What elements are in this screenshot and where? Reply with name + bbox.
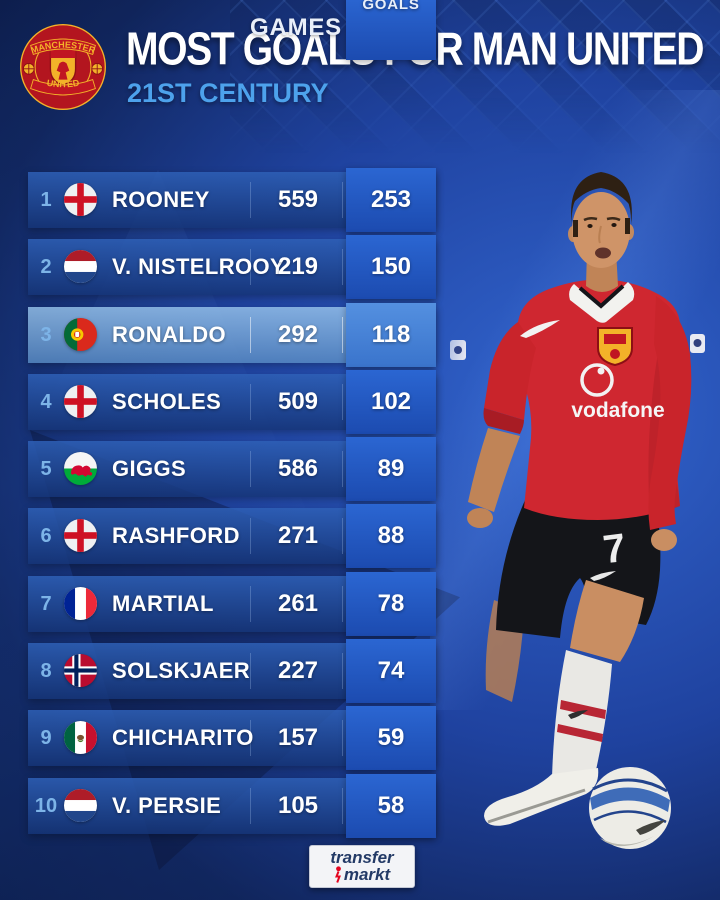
goals-box: 253 [346,168,436,232]
player-name: SOLSKJAER [112,658,251,684]
games-value: 292 [277,320,319,348]
goals-box: 88 [346,504,436,569]
table-row: 8 SOLSKJAER 227 74 [28,639,436,704]
goals-value: 253 [370,186,412,213]
player-name: RASHFORD [112,523,240,549]
england-flag-icon [64,519,97,553]
rank-label: 7 [40,592,52,615]
england-flag-icon [64,183,97,216]
shirt-crest-icon [597,327,633,367]
england-flag-icon [64,384,97,418]
wales-flag-icon [64,452,97,486]
table-row: 9 CHICHARITO 157 59 [28,706,436,771]
player-name: V. NISTELROOY [112,254,286,280]
transfermarkt-logo: transfer markt [309,845,415,888]
goals-box: 59 [346,706,436,771]
rank-label: 4 [40,390,52,413]
table-row: 6 RASHFORD 271 88 [28,504,436,569]
player-name: MARTIAL [112,590,214,616]
player-name: CHICHARITO [112,725,254,751]
goals-value: 78 [377,589,405,617]
goals-value: 102 [370,387,412,415]
goals-box: 74 [346,639,436,704]
rank-label: 10 [34,794,58,817]
games-value: 157 [277,724,319,752]
mexico-flag-icon [64,721,97,755]
svg-text:UNITED: UNITED [46,78,80,90]
rank-label: 5 [40,458,52,481]
manchester-united-crest: MANCHESTER UNITED [20,24,106,110]
goals-value: 59 [377,724,405,752]
rank-label: 6 [40,525,52,548]
goals-box: 58 [346,773,436,838]
goals-box: 89 [346,437,436,502]
goals-value: 58 [377,791,405,819]
crest-bottom-text: UNITED [46,78,80,90]
netherlands-flag-icon [64,788,97,822]
player-name: V. PERSIE [112,792,222,818]
transfermarkt-player-icon [334,865,343,884]
rank-label: 8 [40,660,52,683]
table-row: 3 RONALDO 292 118 [28,302,436,367]
table-row: 7 MARTIAL 261 78 [28,571,436,636]
goals-box: 118 [346,302,436,367]
shirt-number: 7 [601,526,628,572]
games-value: 227 [277,657,319,685]
player-name: ROONEY [112,187,210,212]
rank-label: 2 [40,256,52,279]
goals-value: 118 [371,320,411,348]
games-value: 559 [277,186,319,213]
rank-label: 1 [40,189,52,211]
goals-value: 88 [377,522,405,550]
nike-swoosh-icon [520,320,560,338]
table-row: 4 SCHOLES 509 102 [28,369,436,434]
transfermarkt-wordmark-bottom: markt [343,864,391,884]
player-name: RONALDO [112,321,227,347]
player-name: SCHOLES [112,388,222,414]
rank-label: 3 [40,323,52,346]
table-rows: 1 ROONEY 559 253 2 V. NISTELROOY 219 150… [28,168,436,845]
goals-value: 89 [377,455,405,483]
goals-box: 150 [346,235,436,300]
shirt-sponsor-text: vodafone [571,399,664,422]
portugal-flag-icon [64,317,97,351]
norway-flag-icon [64,654,97,688]
table-row: 5 GIGGS 586 89 [28,437,436,502]
games-value: 509 [277,387,319,415]
netherlands-flag-icon [64,250,97,284]
column-header-games: GAMES [249,14,342,41]
page-subtitle: 21ST CENTURY [127,78,329,108]
background-diamond-pattern [230,0,720,160]
games-value: 219 [277,253,319,281]
games-value: 586 [277,455,319,483]
games-value: 271 [277,522,319,550]
goals-box: 102 [346,369,436,434]
games-value: 261 [277,589,319,617]
vodafone-logo-icon [580,363,614,397]
column-header-goals: GOALS [346,0,436,60]
player-photo-ronaldo: 7 [450,172,705,849]
transfermarkt-wordmark-top: transfer [330,847,394,867]
goals-value: 150 [370,253,412,281]
france-flag-icon [64,586,97,620]
player-name: GIGGS [112,456,187,482]
table-row: 1 ROONEY 559 253 [28,168,436,232]
games-value: 105 [277,791,319,819]
football-icon [589,767,671,849]
goals-value: 74 [377,657,405,685]
rank-label: 9 [40,727,52,750]
goals-box: 78 [346,571,436,636]
table-row: 10 V. PERSIE 105 58 [28,773,436,838]
table-row: 2 V. NISTELROOY 219 150 [28,235,436,300]
